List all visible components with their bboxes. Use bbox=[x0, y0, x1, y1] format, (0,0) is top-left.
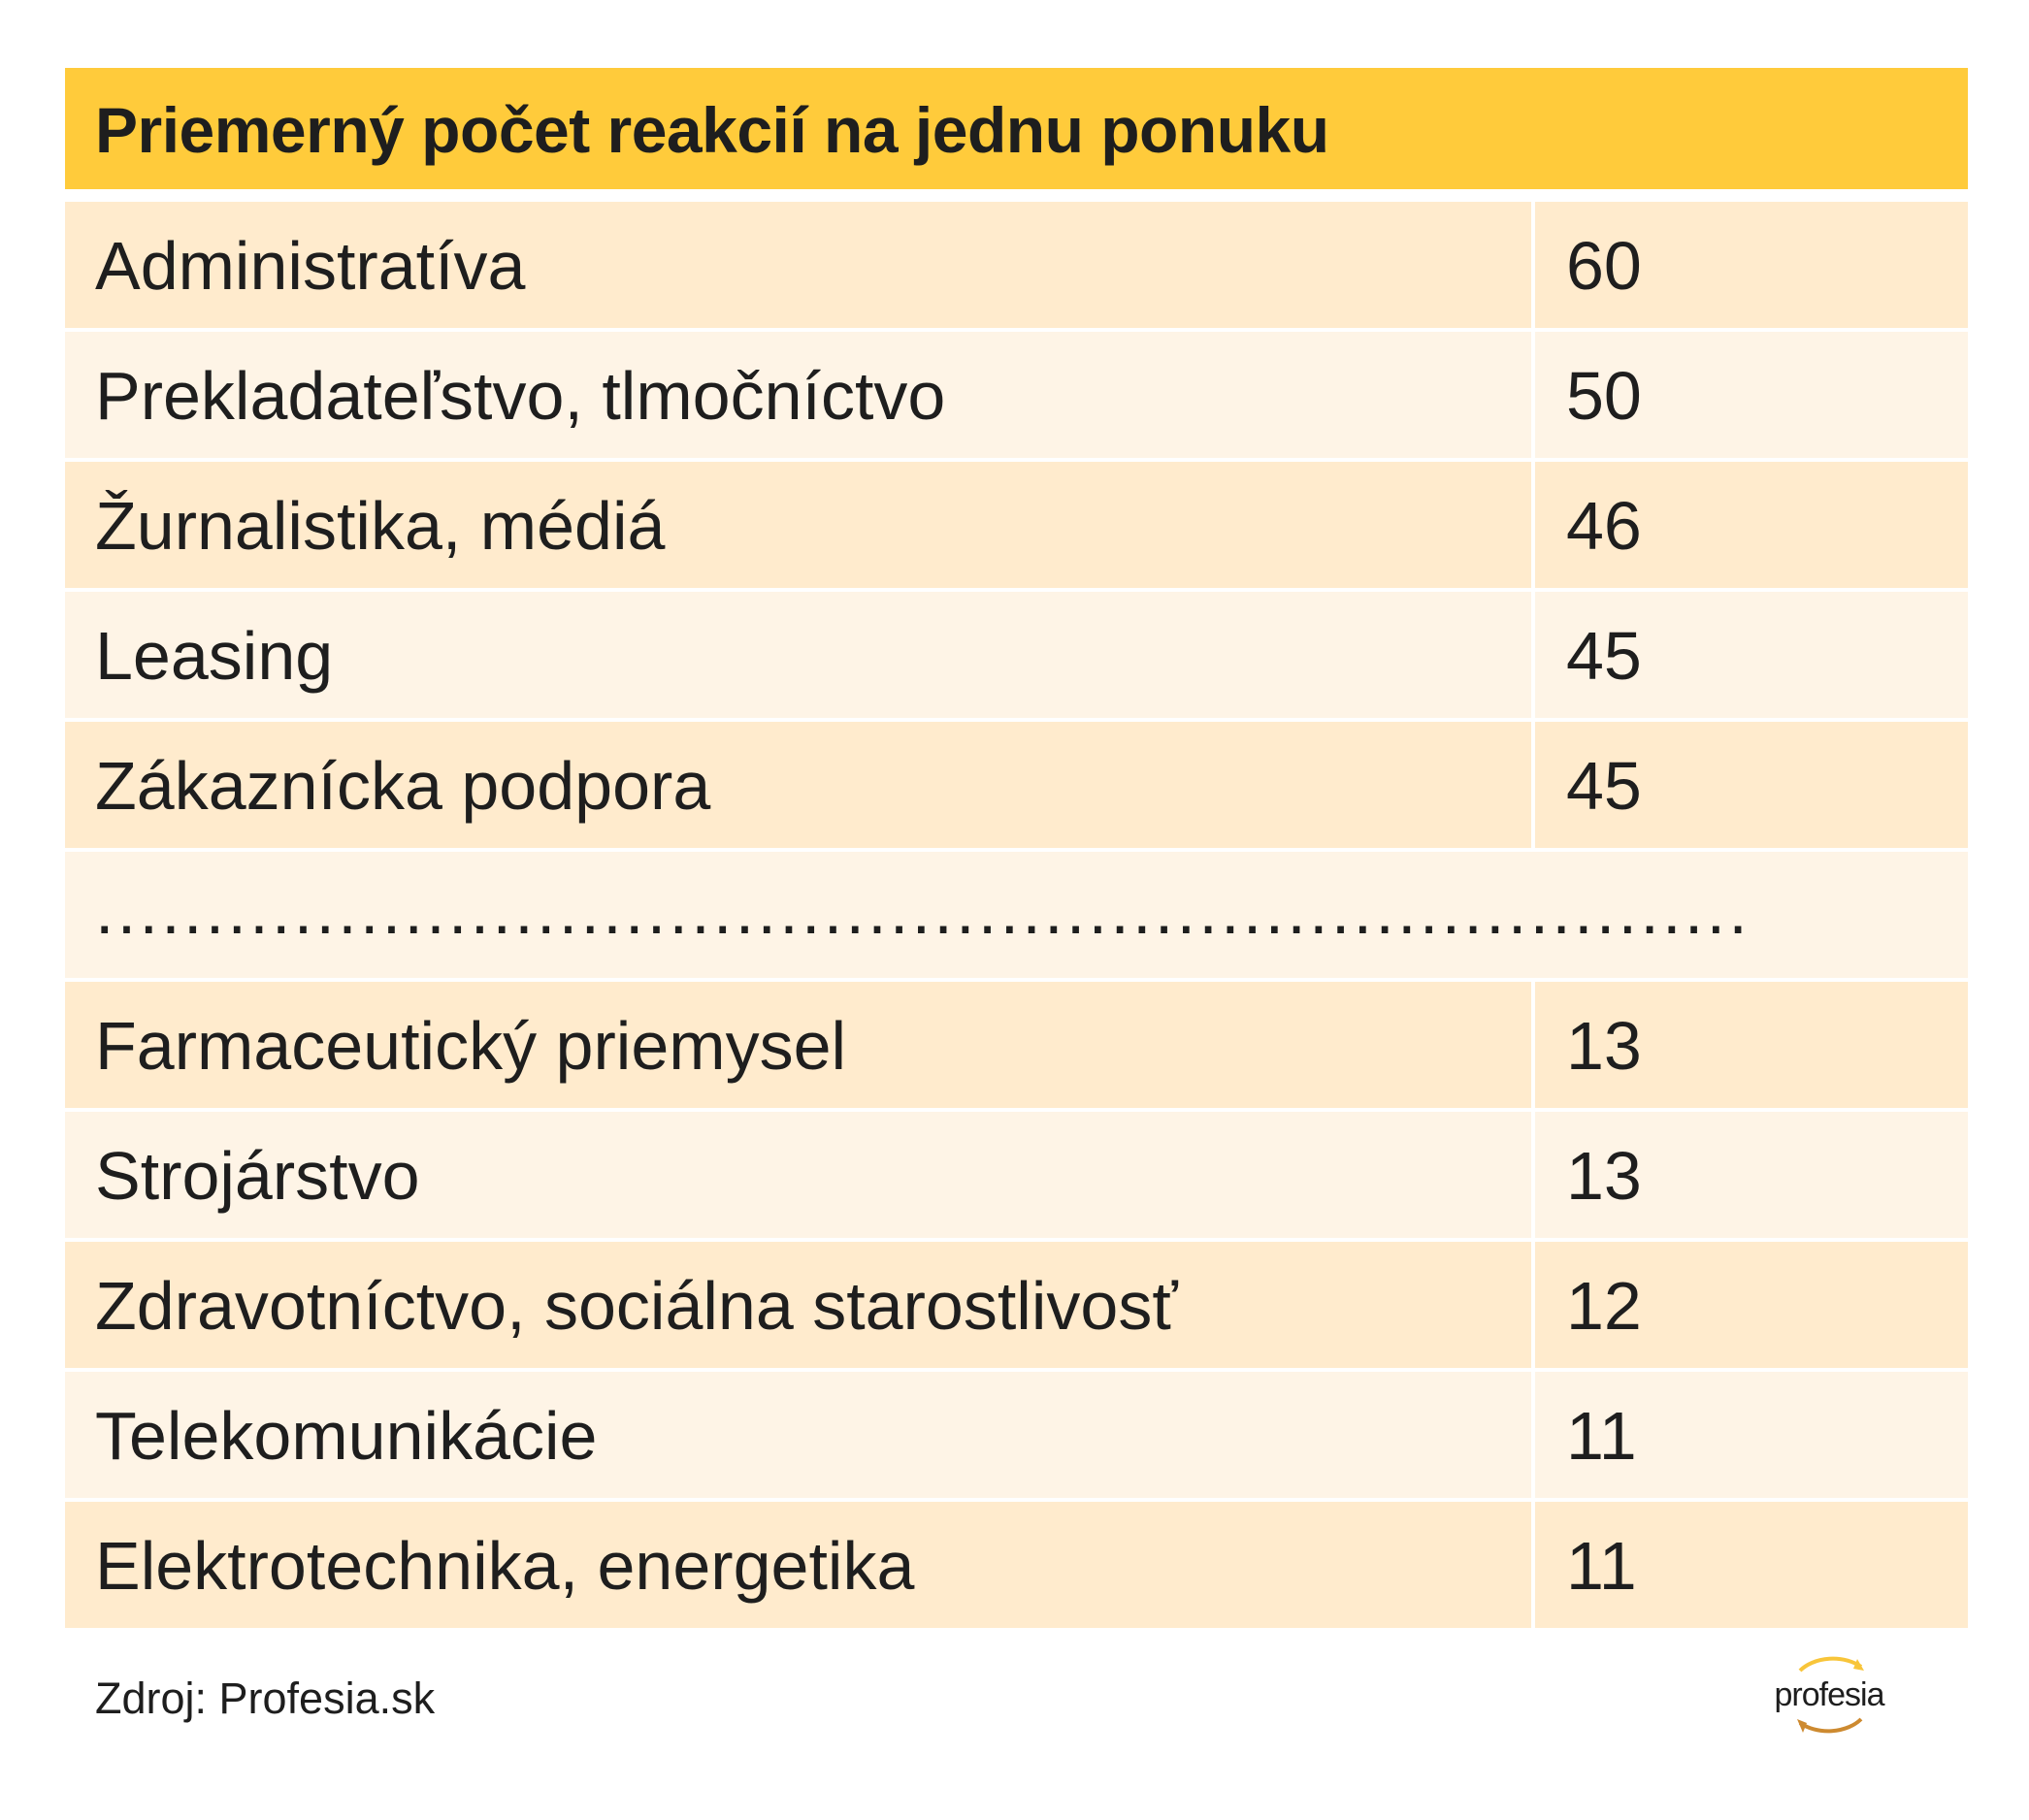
dotted-separator: ........................................… bbox=[95, 872, 1751, 948]
table-row: Leasing 45 bbox=[65, 592, 1968, 718]
row-label: Prekladateľstvo, tlmočníctvo bbox=[95, 358, 946, 434]
row-label: Strojárstvo bbox=[95, 1138, 420, 1214]
row-value: 46 bbox=[1566, 488, 1642, 564]
separator-row: ........................................… bbox=[65, 852, 1968, 978]
table-row: Strojárstvo 13 bbox=[65, 1112, 1968, 1238]
row-label: Zdravotníctvo, sociálna starostlivosť bbox=[95, 1268, 1178, 1344]
table-title-bar: Priemerný počet reakcií na jednu ponuku bbox=[65, 68, 1968, 189]
table-title: Priemerný počet reakcií na jednu ponuku bbox=[95, 94, 1329, 166]
row-value: 12 bbox=[1566, 1268, 1642, 1344]
row-label: Elektrotechnika, energetika bbox=[95, 1528, 915, 1604]
row-value: 13 bbox=[1566, 1138, 1642, 1214]
table-row: Zákaznícka podpora 45 bbox=[65, 722, 1968, 848]
row-value: 13 bbox=[1566, 1008, 1642, 1084]
row-value: 50 bbox=[1566, 358, 1642, 434]
table-row: Žurnalistika, médiá 46 bbox=[65, 462, 1968, 588]
row-value: 45 bbox=[1566, 748, 1642, 824]
table-row: Elektrotechnika, energetika 11 bbox=[65, 1502, 1968, 1628]
row-label: Farmaceutický priemysel bbox=[95, 1008, 847, 1084]
row-value: 45 bbox=[1566, 618, 1642, 694]
table-row: Administratíva 60 bbox=[65, 202, 1968, 328]
row-label: Administratíva bbox=[95, 228, 526, 304]
row-label: Žurnalistika, médiá bbox=[95, 488, 666, 564]
logo-wordmark: profesia bbox=[1775, 1676, 1885, 1713]
row-label: Leasing bbox=[95, 618, 334, 694]
row-label: Telekomunikácie bbox=[95, 1398, 598, 1474]
table-row: Prekladateľstvo, tlmočníctvo 50 bbox=[65, 332, 1968, 458]
profesia-logo: profesia bbox=[1775, 1656, 1886, 1734]
row-value: 60 bbox=[1566, 228, 1642, 304]
row-value: 11 bbox=[1566, 1398, 1637, 1474]
row-label: Zákaznícka podpora bbox=[95, 748, 711, 824]
row-value: 11 bbox=[1566, 1528, 1637, 1604]
table-row: Zdravotníctvo, sociálna starostlivosť 12 bbox=[65, 1242, 1968, 1368]
source-note: Zdroj: Profesia.sk bbox=[95, 1674, 436, 1723]
ranking-table: Administratíva 60 Prekladateľstvo, tlmočn… bbox=[65, 202, 1968, 1632]
table-row: Farmaceutický priemysel 13 bbox=[65, 982, 1968, 1108]
table-row: Telekomunikácie 11 bbox=[65, 1372, 1968, 1498]
